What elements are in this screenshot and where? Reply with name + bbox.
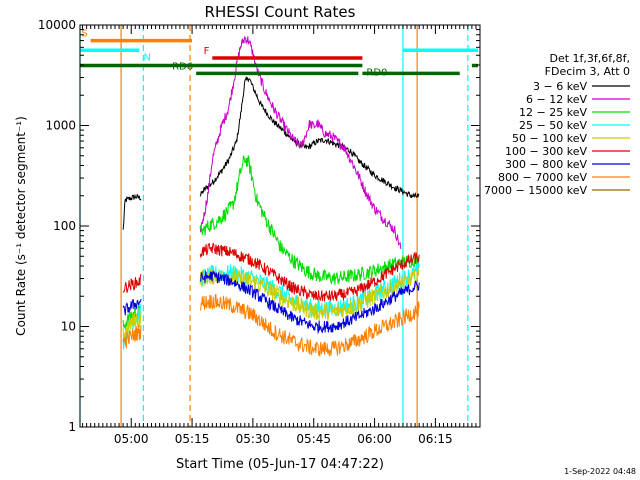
legend-entry-100-300-kev: 100 − 300 keV xyxy=(505,145,630,158)
flag-bar-f: F xyxy=(204,46,363,60)
legend-label: 6 − 12 keV xyxy=(526,93,587,106)
x-tick-label: 05:00 xyxy=(114,432,149,446)
flag-label-rd6: RD6 xyxy=(172,61,193,72)
flag-bars: SNFRD0RD6 xyxy=(80,29,478,79)
series-6-12-kev-segment-0 xyxy=(199,35,402,249)
series-800-7000-kev xyxy=(122,293,420,357)
y-axis: 1 10 100 1000 10000 xyxy=(38,18,480,434)
flag-bar-rd6: RD6 xyxy=(172,61,460,76)
legend-label: 3 − 6 keV xyxy=(533,80,587,93)
series-25-50-kev-segment-1 xyxy=(199,262,420,318)
series-12-25-kev xyxy=(122,154,420,330)
x-tick-label: 06:15 xyxy=(418,432,453,446)
series-300-800-kev-segment-1 xyxy=(200,270,420,335)
y-tick-label: 1 xyxy=(68,420,76,434)
series-50-100-kev-segment-1 xyxy=(199,267,420,321)
series-100-300-kev-segment-0 xyxy=(122,274,142,293)
x-tick-label: 06:00 xyxy=(357,432,392,446)
x-tick-label: 05:15 xyxy=(175,432,210,446)
legend-entry-300-800-kev: 300 − 800 keV xyxy=(505,158,630,171)
x-tick-label: 05:30 xyxy=(236,432,271,446)
chart-title: RHESSI Count Rates xyxy=(205,3,356,21)
y-axis-label: Count Rate (s⁻¹ detector segment⁻¹) xyxy=(14,116,28,336)
legend-entry-6-12-kev: 6 − 12 keV xyxy=(526,93,630,106)
legend-entry-3-6-kev: 3 − 6 keV xyxy=(533,80,630,93)
series-800-7000-kev-segment-1 xyxy=(199,293,420,357)
legend-entry-50-100-kev: 50 − 100 keV xyxy=(512,132,630,145)
legend-header-line: Det 1f,3f,6f,8f, xyxy=(549,52,630,65)
series-300-800-kev-segment-0 xyxy=(122,298,142,316)
flag-bar-s: S xyxy=(81,29,193,43)
legend-label: 300 − 800 keV xyxy=(505,158,587,171)
x-axis-label: Start Time (05-Jun-17 04:47:22) xyxy=(176,457,384,472)
legend-entry-800-7000-kev: 800 − 7000 keV xyxy=(498,171,630,184)
x-tick-label: 05:45 xyxy=(296,432,331,446)
series-3-6-kev-segment-1 xyxy=(199,75,420,199)
legend-label: 800 − 7000 keV xyxy=(498,171,587,184)
legend-entry-25-50-kev: 25 − 50 keV xyxy=(519,119,630,132)
series-12-25-kev-segment-0 xyxy=(122,305,142,330)
series-3-6-kev xyxy=(122,75,420,230)
flag-bar-n: N xyxy=(80,48,478,63)
series-100-300-kev-segment-1 xyxy=(199,242,420,302)
legend-entry-7000-15000-kev: 7000 − 15000 keV xyxy=(484,184,630,197)
series-800-7000-kev-segment-0 xyxy=(122,325,142,350)
footer-timestamp: 1-Sep-2022 04:48 xyxy=(564,467,636,476)
legend-label: 12 − 25 keV xyxy=(519,106,587,119)
legend: Det 1f,3f,6f,8f,FDecim 3, Att 0 3 − 6 keV… xyxy=(484,52,630,197)
legend-label: 50 − 100 keV xyxy=(512,132,587,145)
legend-label: 100 − 300 keV xyxy=(505,145,587,158)
legend-label: 25 − 50 keV xyxy=(519,119,587,132)
series-50-100-kev-segment-0 xyxy=(122,311,142,343)
plot-frame xyxy=(79,24,481,428)
legend-label: 7000 − 15000 keV xyxy=(484,184,587,197)
series-300-800-kev xyxy=(122,270,420,335)
series-6-12-kev xyxy=(199,35,402,249)
series-layer xyxy=(122,35,420,357)
legend-entry-12-25-kev: 12 − 25 keV xyxy=(519,106,630,119)
vertical-marker-lines xyxy=(79,25,469,427)
y-tick-label: 10000 xyxy=(38,18,76,32)
flag-label-s: S xyxy=(81,29,87,40)
series-100-300-kev xyxy=(122,242,420,302)
series-3-6-kev-segment-0 xyxy=(122,193,142,230)
y-tick-label: 10 xyxy=(61,320,76,334)
flag-label-f: F xyxy=(204,46,210,57)
y-tick-label: 1000 xyxy=(45,119,76,133)
series-12-25-kev-segment-1 xyxy=(199,154,420,285)
legend-header-line: FDecim 3, Att 0 xyxy=(545,65,630,78)
series-50-100-kev xyxy=(122,267,420,343)
y-tick-label: 100 xyxy=(53,219,76,233)
x-axis: 05:00 05:15 05:30 05:45 06:00 06:15 xyxy=(82,25,481,446)
flag-label-n: N xyxy=(143,52,150,63)
